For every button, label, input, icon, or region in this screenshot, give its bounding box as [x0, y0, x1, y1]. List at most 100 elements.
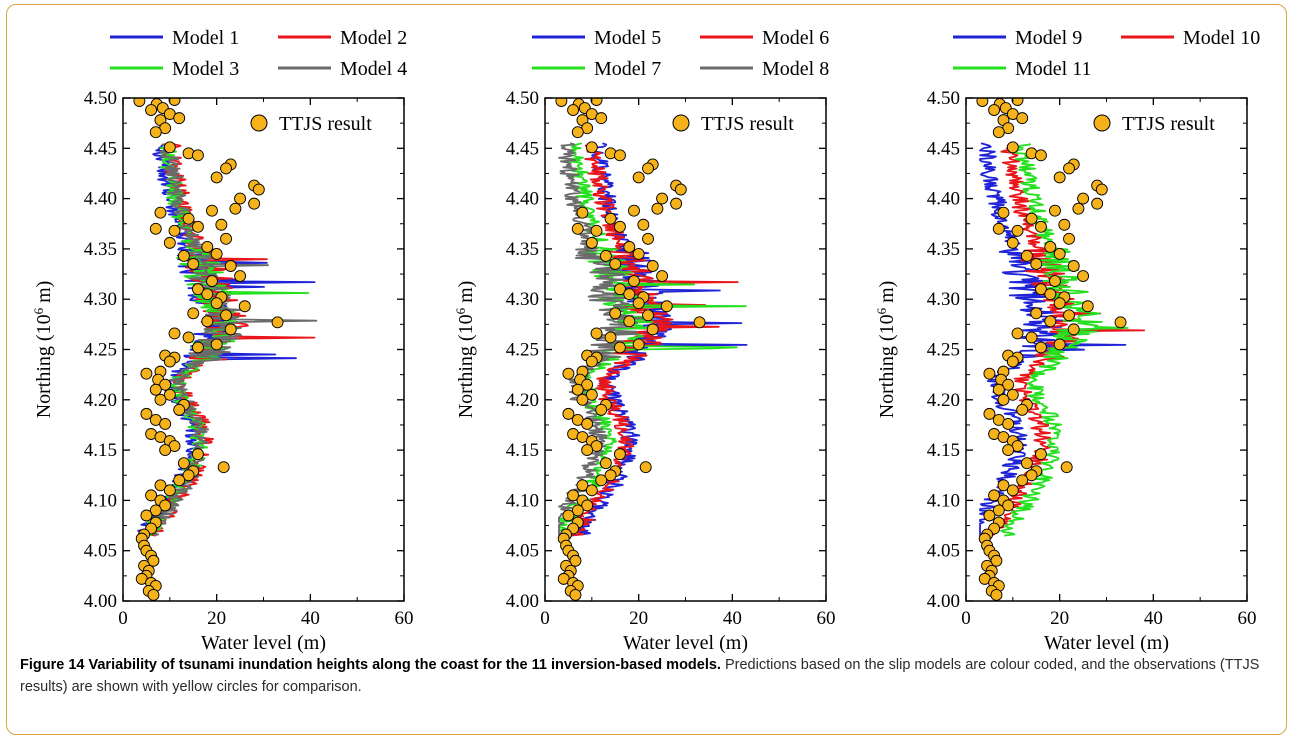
y-tick-label: 4.05 [927, 541, 960, 562]
y-tick-label: 4.25 [84, 340, 117, 361]
observation-point [1072, 202, 1085, 215]
observation-point [988, 104, 1001, 117]
x-tick-label: 0 [118, 608, 128, 629]
y-axis-label-unit: m) [876, 281, 898, 308]
observation-point [660, 300, 673, 313]
observation-point [997, 479, 1010, 492]
observation-point [173, 403, 186, 416]
observation-point [562, 407, 575, 420]
observation-point [154, 393, 167, 406]
observation-point [1067, 323, 1080, 336]
observation-point [234, 192, 247, 205]
observation-point [1067, 260, 1080, 272]
legend-observation-label: TTJS result [1122, 113, 1215, 135]
y-axis-label: Northing (106 m) [453, 281, 477, 419]
observation-point [1025, 469, 1038, 482]
y-tick-label: 4.30 [927, 289, 960, 310]
observation-point [168, 327, 181, 340]
observation-point [590, 224, 603, 237]
observation-point [149, 504, 162, 517]
observation-point [992, 222, 1005, 235]
observation-point [1053, 171, 1066, 184]
observation-point [1091, 197, 1104, 210]
chart-panel-1: 4.00 4.05 4.10 4.15 4.20 4.25 4.30 4.35 4.40 4.45… [31, 27, 414, 654]
observation-point [569, 589, 582, 601]
observation-point [1081, 300, 1094, 313]
observation-point [576, 206, 589, 219]
observation-point [159, 444, 172, 457]
legend-label: Model 7 [594, 58, 661, 80]
observation-point [163, 236, 176, 249]
observation-point [217, 461, 230, 474]
observation-point [613, 283, 626, 296]
observation-point [674, 183, 687, 196]
observation-point [571, 222, 584, 235]
observation-point [581, 378, 594, 391]
observation-point [1002, 499, 1015, 512]
observation-point [163, 484, 176, 497]
observation-point [595, 403, 608, 416]
observation-point [595, 474, 608, 487]
observation-point [571, 126, 584, 139]
observation-point [983, 509, 996, 522]
observation-point [599, 457, 612, 470]
x-tick-label: 60 [1238, 608, 1257, 629]
series-line-model-9 [979, 142, 1127, 536]
observation-point [168, 98, 181, 106]
observation-point [177, 457, 190, 470]
observation-point [159, 417, 172, 430]
caption-body: Predictions based on the slip models are… [20, 657, 1260, 695]
observation-point [571, 383, 584, 396]
observation-point [191, 448, 204, 461]
observation-point [1011, 224, 1024, 237]
y-tick-label: 4.40 [84, 189, 117, 210]
x-tick-label: 40 [1144, 608, 1163, 629]
observation-point [651, 202, 664, 215]
observation-point [163, 141, 176, 154]
observation-point [1016, 112, 1029, 125]
observation-point [983, 407, 996, 420]
observation-point [992, 126, 1005, 139]
observation-point [646, 260, 659, 272]
observation-point [585, 484, 598, 497]
observation-point [173, 112, 186, 125]
y-tick-label: 4.40 [506, 189, 539, 210]
observation-point [173, 474, 186, 487]
observation-point [210, 247, 223, 260]
observation-point [988, 489, 1001, 502]
observation-point [252, 183, 265, 196]
observation-point [992, 504, 1005, 517]
caption-title: Figure 14 Variability of tsunami inundat… [20, 657, 721, 673]
observation-point [147, 554, 160, 567]
observation-point [585, 141, 598, 154]
y-tick-label: 4.10 [927, 490, 960, 511]
y-tick-label: 4.35 [506, 239, 539, 260]
observation-point [1077, 192, 1090, 205]
observation-point [628, 204, 640, 217]
observation-point [623, 315, 636, 328]
y-axis-label-exponent: 6 [31, 307, 46, 314]
observation-point [1049, 275, 1061, 288]
y-axis-label-unit: m) [455, 281, 477, 308]
observation-point [1034, 149, 1047, 162]
observation-point [990, 589, 1003, 601]
observation-point [1044, 315, 1057, 328]
observation-point [604, 469, 617, 482]
observation-point [163, 355, 176, 368]
y-axis-label-main: Northing (10 [455, 314, 477, 418]
observation-point [224, 260, 237, 272]
observation-point [642, 162, 654, 175]
observation-point [201, 240, 214, 253]
observation-point [1034, 220, 1047, 233]
y-axis-label-exponent: 6 [874, 307, 889, 314]
observation-point [1053, 247, 1066, 260]
observation-point [567, 104, 580, 117]
observation-point [206, 275, 218, 288]
legend-label: Model 1 [172, 27, 239, 49]
observation-point [581, 444, 594, 457]
y-tick-label: 4.15 [927, 440, 960, 461]
observation-point [599, 249, 612, 262]
observation-point [159, 499, 172, 512]
y-tick-label: 4.25 [927, 340, 960, 361]
series-line-model-7 [558, 142, 747, 536]
